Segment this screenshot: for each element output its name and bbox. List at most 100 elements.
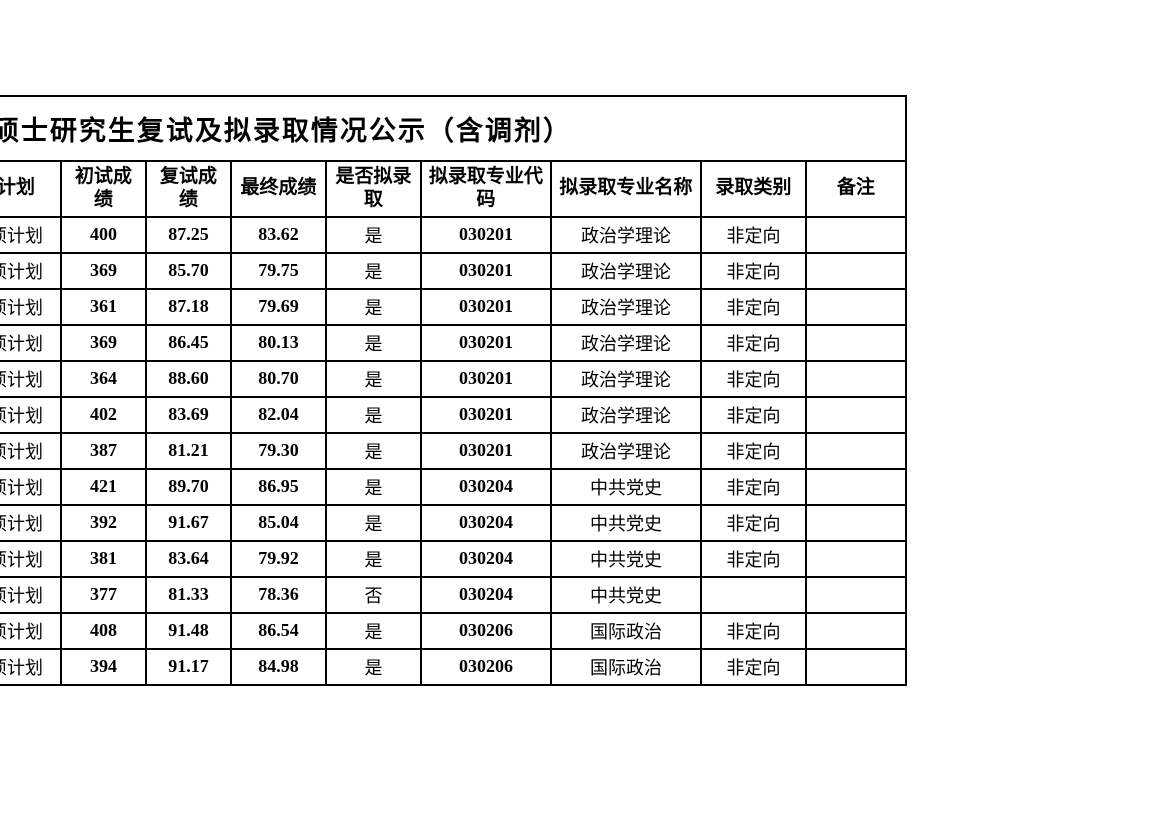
cell-s1: 400 [61,217,146,253]
cell-major: 政治学理论 [551,433,701,469]
cell-plan: 项计划 [0,541,61,577]
cell-major: 政治学理论 [551,325,701,361]
cell-plan: 项计划 [0,649,61,685]
cell-code: 030201 [421,217,551,253]
cell-type: 非定向 [701,217,806,253]
cell-note [806,541,906,577]
table-row: 项计划36985.7079.75是030201政治学理论非定向 [0,253,906,289]
cell-s3: 78.36 [231,577,326,613]
cell-s2: 91.48 [146,613,231,649]
cell-s1: 364 [61,361,146,397]
col-header-code: 拟录取专业代码 [421,161,551,217]
cell-s1: 392 [61,505,146,541]
cell-s1: 369 [61,325,146,361]
cell-note [806,289,906,325]
table-row: 项计划36488.6080.70是030201政治学理论非定向 [0,361,906,397]
cell-plan: 项计划 [0,469,61,505]
cell-plan: 项计划 [0,433,61,469]
cell-plan: 项计划 [0,361,61,397]
cell-type: 非定向 [701,505,806,541]
cell-type: 非定向 [701,253,806,289]
cell-note [806,361,906,397]
cell-s2: 91.17 [146,649,231,685]
cell-type: 非定向 [701,397,806,433]
cell-major: 政治学理论 [551,217,701,253]
cell-type: 非定向 [701,649,806,685]
table-row: 项计划40891.4886.54是030206国际政治非定向 [0,613,906,649]
cell-s3: 86.54 [231,613,326,649]
cell-type: 非定向 [701,325,806,361]
cell-s2: 89.70 [146,469,231,505]
cell-admit: 是 [326,433,421,469]
cell-s1: 361 [61,289,146,325]
cell-s3: 85.04 [231,505,326,541]
title-row: 硕士研究生复试及拟录取情况公示（含调剂） [0,96,906,161]
cell-s1: 387 [61,433,146,469]
table-row: 项计划40283.6982.04是030201政治学理论非定向 [0,397,906,433]
cell-major: 政治学理论 [551,289,701,325]
cell-s2: 85.70 [146,253,231,289]
cell-note [806,577,906,613]
cell-type: 非定向 [701,289,806,325]
col-header-type: 录取类别 [701,161,806,217]
col-header-score1: 初试成绩 [61,161,146,217]
col-header-score3: 最终成绩 [231,161,326,217]
cell-s1: 377 [61,577,146,613]
cell-s2: 83.69 [146,397,231,433]
cell-note [806,469,906,505]
col-header-note: 备注 [806,161,906,217]
cell-type: 非定向 [701,433,806,469]
cell-s1: 402 [61,397,146,433]
cell-code: 030206 [421,613,551,649]
cell-note [806,397,906,433]
cell-major: 国际政治 [551,613,701,649]
cell-admit: 是 [326,325,421,361]
cell-admit: 是 [326,613,421,649]
cell-type [701,577,806,613]
cell-type: 非定向 [701,613,806,649]
cell-note [806,433,906,469]
cell-major: 国际政治 [551,649,701,685]
cell-admit: 是 [326,397,421,433]
cell-plan: 项计划 [0,325,61,361]
cell-plan: 项计划 [0,577,61,613]
cell-note [806,649,906,685]
cell-s3: 79.75 [231,253,326,289]
cell-s3: 86.95 [231,469,326,505]
cell-admit: 是 [326,289,421,325]
table-row: 项计划39291.6785.04是030204中共党史非定向 [0,505,906,541]
cell-code: 030206 [421,649,551,685]
cell-note [806,325,906,361]
cell-s1: 381 [61,541,146,577]
cell-admit: 是 [326,541,421,577]
cell-note [806,253,906,289]
cell-code: 030201 [421,433,551,469]
cell-note [806,217,906,253]
cell-type: 非定向 [701,469,806,505]
cell-major: 中共党史 [551,469,701,505]
cell-code: 030204 [421,577,551,613]
cell-s2: 83.64 [146,541,231,577]
cell-major: 中共党史 [551,577,701,613]
cell-admit: 是 [326,469,421,505]
cell-note [806,613,906,649]
col-header-score2: 复试成绩 [146,161,231,217]
table-row: 项计划38183.6479.92是030204中共党史非定向 [0,541,906,577]
cell-major: 中共党史 [551,541,701,577]
cell-s2: 91.67 [146,505,231,541]
col-header-admit: 是否拟录取 [326,161,421,217]
col-header-major: 拟录取专业名称 [551,161,701,217]
cell-admit: 是 [326,361,421,397]
cell-s2: 87.18 [146,289,231,325]
cell-plan: 项计划 [0,217,61,253]
table-row: 项计划40087.2583.62是030201政治学理论非定向 [0,217,906,253]
cell-plan: 项计划 [0,613,61,649]
table-row: 项计划36986.4580.13是030201政治学理论非定向 [0,325,906,361]
cell-code: 030201 [421,397,551,433]
cell-major: 中共党史 [551,505,701,541]
cell-plan: 项计划 [0,289,61,325]
cell-code: 030201 [421,361,551,397]
cell-s3: 82.04 [231,397,326,433]
cell-plan: 项计划 [0,505,61,541]
table-row: 项计划39491.1784.98是030206国际政治非定向 [0,649,906,685]
